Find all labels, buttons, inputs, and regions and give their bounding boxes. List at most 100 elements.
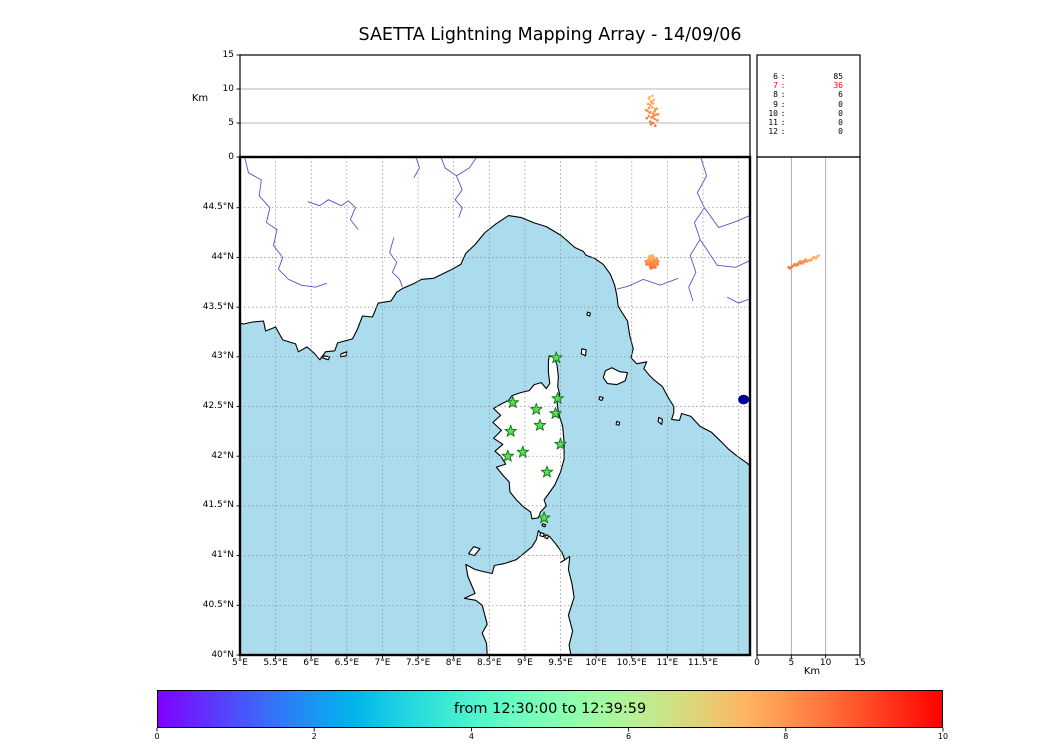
lightning-source — [794, 263, 798, 266]
station-count-value: 0 — [838, 108, 843, 118]
lightning-source — [649, 120, 652, 123]
river — [616, 277, 679, 290]
altitude-axis-label-top: Km — [191, 93, 209, 104]
lightning-source — [651, 106, 654, 109]
lon-tick-label: 9.5°E — [548, 657, 573, 668]
colorbar-tick-label: 0 — [154, 732, 160, 741]
station-count-row: 9: 0 — [766, 100, 860, 109]
island — [657, 416, 663, 425]
island — [339, 351, 348, 358]
lightning-source — [645, 262, 649, 266]
lightning-source — [652, 114, 656, 117]
lightning-source — [654, 124, 657, 127]
lightning-source — [648, 254, 652, 258]
lightning-source — [653, 117, 656, 121]
altitude-tick-label: 0 — [228, 151, 234, 162]
lightning-source — [655, 107, 658, 110]
altitude-tick-label: 10 — [819, 657, 832, 668]
station-count-row: 8: 6 — [766, 90, 860, 99]
map-panel — [240, 157, 750, 655]
right-panel-border — [756, 156, 861, 656]
station-count-separator: : — [780, 72, 786, 81]
lightning-source — [787, 266, 790, 269]
lma-station-marker — [549, 407, 562, 419]
river — [440, 157, 463, 218]
colorbar-label: from 12:30:00 to 12:39:59 — [453, 701, 647, 717]
lightning-source — [649, 123, 653, 126]
lake-bolsena — [738, 394, 750, 405]
river — [688, 157, 708, 302]
lat-tick-label: 40°N — [211, 649, 234, 660]
lon-tick-label: 6°E — [303, 657, 320, 668]
station-count-value: 85 — [833, 72, 843, 81]
lightning-source — [804, 258, 808, 261]
river — [307, 199, 359, 230]
lightning-source — [655, 262, 659, 266]
lat-tick-label: 42.5°N — [202, 400, 234, 411]
station-count-row: 12: 0 — [766, 127, 860, 136]
island — [539, 532, 545, 538]
lma-station-marker — [550, 351, 563, 364]
lon-tick-label: 6.5°E — [334, 657, 360, 668]
lightning-source — [644, 259, 648, 263]
lightning-source — [817, 254, 821, 257]
river — [389, 237, 403, 288]
lightning-source — [650, 257, 654, 261]
altitude-tick-label: 5 — [788, 657, 795, 668]
island — [580, 348, 587, 357]
island — [602, 367, 629, 386]
lightning-source — [651, 94, 654, 98]
island — [615, 420, 621, 426]
lma-station-marker — [504, 424, 517, 437]
lightning-source — [813, 256, 816, 259]
lon-tick-label: 7.5°E — [405, 657, 431, 668]
lma-station-marker — [551, 392, 564, 404]
station-count-row: 7: 36 — [766, 81, 860, 90]
lma-station-marker — [530, 403, 543, 415]
station-count-row: 6: 85 — [766, 72, 860, 81]
station-count-row: 11: 0 — [766, 118, 860, 127]
lightning-source — [645, 116, 648, 120]
counts-panel-border — [756, 54, 861, 158]
altitude-axis-label-right: Km — [803, 666, 821, 677]
lon-tick-label: 10°E — [585, 657, 607, 668]
lightning-source — [805, 260, 808, 263]
lat-tick-label: 41.5°N — [202, 500, 234, 511]
lon-tick-label: 10.5°E — [616, 657, 647, 668]
lightning-source — [647, 106, 651, 110]
lightning-source — [810, 258, 814, 261]
lightning-source — [653, 110, 656, 113]
lightning-source — [648, 111, 651, 115]
lon-tick-label: 7°E — [374, 657, 391, 668]
lightning-source — [652, 260, 656, 264]
station-count-separator: : — [780, 127, 786, 137]
station-count-key: 12 — [768, 127, 778, 137]
station-count-value: 0 — [838, 99, 843, 109]
lma-station-marker — [516, 445, 529, 458]
lon-tick-label: 5°E — [232, 657, 248, 668]
station-count-separator: : — [780, 90, 786, 100]
island — [541, 523, 547, 528]
lon-tick-label: 11°E — [656, 657, 679, 668]
lat-tick-label: 44°N — [211, 251, 234, 262]
lat-tick-label: 43.5°N — [202, 301, 234, 312]
station-count-value: 6 — [838, 90, 843, 100]
lat-tick-label: 42°N — [211, 450, 234, 461]
lat-tick-label: 44.5°N — [202, 202, 234, 213]
colorbar-tick-label: 8 — [783, 732, 789, 741]
time-colorbar: from 12:30:00 to 12:39:59 — [157, 690, 943, 728]
lon-tick-label: 5.5°E — [263, 657, 288, 668]
colorbar-tick-label: 2 — [311, 732, 317, 741]
altitude-tick-label: 15 — [222, 49, 234, 60]
station-count-key: 7 — [773, 81, 778, 91]
altitude-tick-label: 5 — [228, 117, 234, 128]
lightning-source — [654, 113, 658, 117]
lon-tick-label: 9°E — [516, 657, 533, 668]
colorbar-tick-label: 6 — [626, 732, 632, 741]
river — [244, 157, 328, 288]
sardinia-coastline — [463, 530, 575, 655]
station-count-key: 11 — [768, 118, 778, 128]
lightning-source — [647, 259, 651, 263]
